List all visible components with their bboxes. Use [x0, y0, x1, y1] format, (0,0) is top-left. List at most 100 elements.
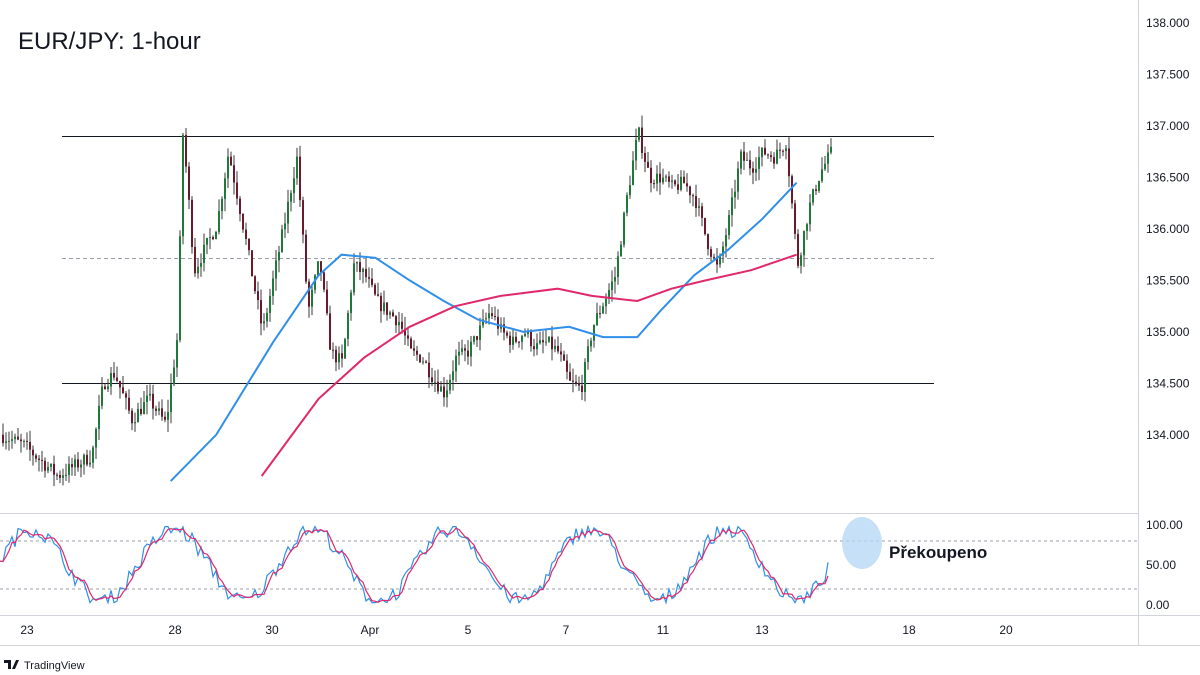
- candle: [557, 336, 559, 354]
- candle-body: [149, 393, 151, 396]
- candle-body: [449, 379, 451, 391]
- candle: [251, 250, 253, 277]
- candle-body: [263, 321, 265, 324]
- candle-body: [629, 185, 631, 196]
- candle: [41, 450, 43, 472]
- candle-body: [581, 385, 583, 393]
- candle-body: [686, 183, 688, 187]
- candle: [812, 188, 814, 206]
- candle-body: [164, 416, 166, 420]
- time-tick-label[interactable]: 7: [563, 623, 570, 637]
- candle-body: [434, 381, 436, 383]
- tradingview-logo[interactable]: TradingView: [4, 660, 85, 672]
- candle-body: [338, 353, 340, 363]
- time-tick-label[interactable]: Apr: [361, 623, 380, 637]
- candle: [590, 337, 592, 352]
- overbought-annotation: Překoupeno: [889, 543, 987, 562]
- time-tick-label[interactable]: 18: [902, 623, 916, 637]
- candle-body: [692, 195, 694, 197]
- candle-body: [605, 298, 607, 307]
- candle: [302, 196, 304, 244]
- price-tick-label[interactable]: 137.000: [1146, 119, 1190, 133]
- candle-body: [314, 275, 316, 290]
- candle: [56, 472, 58, 480]
- price-tick-label[interactable]: 134.000: [1146, 428, 1190, 442]
- candle: [146, 384, 148, 415]
- price-tick-label[interactable]: 136.000: [1146, 222, 1190, 236]
- price-tick-label[interactable]: 134.500: [1146, 376, 1190, 390]
- price-tick-label[interactable]: 135.500: [1146, 273, 1190, 287]
- candle: [467, 340, 469, 365]
- oscillator-tick-label[interactable]: 0.00: [1146, 598, 1170, 612]
- candle-body: [365, 268, 367, 278]
- time-tick-label[interactable]: 13: [755, 623, 769, 637]
- candle: [269, 288, 271, 322]
- candle: [305, 229, 307, 284]
- candle: [614, 266, 616, 294]
- candle: [563, 350, 565, 361]
- candle-body: [521, 335, 523, 342]
- time-tick-label[interactable]: 20: [999, 623, 1013, 637]
- price-tick-label[interactable]: 137.500: [1146, 68, 1190, 82]
- candle-body: [404, 328, 406, 336]
- candle-body: [194, 246, 196, 274]
- candle: [110, 366, 112, 395]
- candle: [509, 331, 511, 353]
- candle: [494, 306, 496, 321]
- candle-body: [509, 335, 511, 345]
- time-tick-label[interactable]: 5: [465, 623, 472, 637]
- candle: [260, 289, 262, 336]
- candle: [311, 285, 313, 316]
- time-tick-label[interactable]: 30: [265, 623, 279, 637]
- candle: [125, 391, 127, 410]
- candle: [584, 358, 586, 402]
- candle-body: [689, 186, 691, 196]
- candle-body: [830, 146, 832, 153]
- time-axis-ticks[interactable]: 23 28 30 Apr 5 7 11 13 18 20: [20, 623, 1013, 637]
- time-tick-label[interactable]: 11: [657, 623, 670, 637]
- candle-body: [422, 361, 424, 363]
- candle-body: [734, 191, 736, 198]
- candle-body: [5, 441, 7, 443]
- candle-body: [458, 351, 460, 356]
- candle-body: [818, 180, 820, 192]
- candle-body: [464, 348, 466, 351]
- time-tick-label[interactable]: 28: [168, 623, 182, 637]
- candle-body: [710, 249, 712, 257]
- price-tick-label[interactable]: 138.000: [1146, 16, 1190, 30]
- oscillator-tick-label[interactable]: 100.00: [1146, 518, 1183, 532]
- candle-body: [227, 156, 229, 179]
- candle-body: [200, 262, 202, 267]
- candle-body: [737, 168, 739, 192]
- oscillator-tick-label[interactable]: 50.00: [1146, 558, 1176, 572]
- stochastic-k-line: [0, 524, 829, 605]
- candle: [455, 349, 457, 383]
- candle-body: [86, 454, 88, 465]
- overbought-highlight: [842, 517, 882, 569]
- candle-body: [467, 350, 469, 357]
- price-tick-label[interactable]: 136.500: [1146, 171, 1190, 185]
- candle: [350, 289, 352, 321]
- price-axis-ticks[interactable]: 138.000 137.500 137.000 136.500 136.000 135.5…: [1146, 16, 1190, 442]
- candle: [461, 339, 463, 356]
- candle: [566, 354, 568, 380]
- candle: [740, 149, 742, 175]
- candle: [413, 340, 415, 357]
- candle-body: [797, 233, 799, 266]
- candle-body: [8, 440, 10, 442]
- candle: [578, 376, 580, 391]
- candle: [185, 127, 187, 173]
- candle-body: [515, 336, 517, 342]
- oscillator-axis-ticks[interactable]: 100.00 50.00 0.00: [1146, 518, 1183, 612]
- candle-body: [245, 229, 247, 239]
- candle: [575, 374, 577, 387]
- candle-body: [74, 459, 76, 468]
- time-tick-label[interactable]: 23: [20, 623, 34, 637]
- price-tick-label[interactable]: 135.000: [1146, 325, 1190, 339]
- candle: [299, 145, 301, 208]
- candle: [230, 151, 232, 166]
- candle: [200, 253, 202, 277]
- candle-body: [485, 318, 487, 320]
- candle-body: [218, 211, 220, 232]
